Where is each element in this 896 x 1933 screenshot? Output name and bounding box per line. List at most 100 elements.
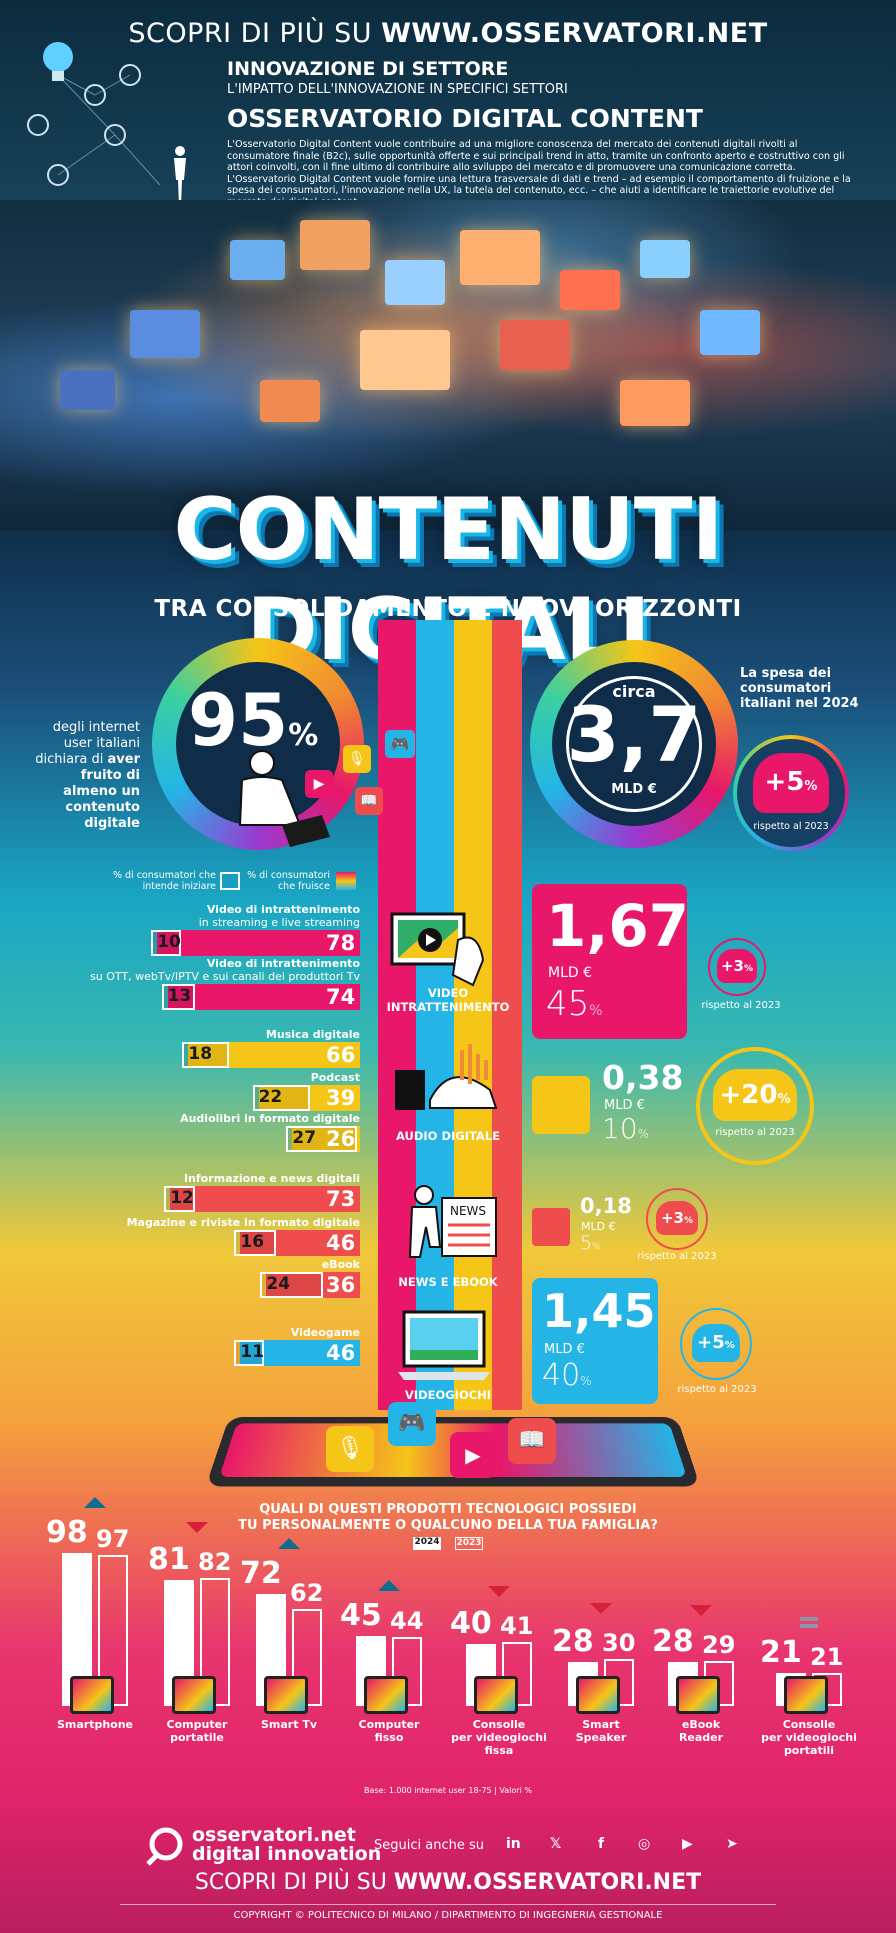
spend-prefix: circa bbox=[612, 682, 656, 701]
usage-bar-label-line: Videogame bbox=[290, 1326, 360, 1339]
trend-down-icon bbox=[690, 1604, 712, 1616]
book-icon: 📖 bbox=[355, 787, 383, 815]
top-banner[interactable]: SCOPRI DI PIÙ SU WWW.OSSERVATORI.NET bbox=[0, 18, 896, 49]
usage-bar-label: Informazione e news digitali bbox=[40, 1172, 360, 1185]
intend-value: 27 bbox=[292, 1128, 317, 1148]
product-label-line: fissa bbox=[484, 1744, 514, 1757]
footer-banner-site[interactable]: WWW.OSSERVATORI.NET bbox=[393, 1870, 702, 1895]
product-label: Smart Tv bbox=[234, 1718, 344, 1731]
product-label-line: eBook bbox=[681, 1718, 721, 1731]
footer-banner-prefix: SCOPRI DI PIÙ SU bbox=[194, 1870, 387, 1895]
banner-prefix: SCOPRI DI PIÙ SU bbox=[128, 18, 372, 49]
panel-audio-swatch bbox=[532, 1076, 590, 1134]
product-value-2023: 44 bbox=[390, 1607, 424, 1636]
usage-bar bbox=[240, 1230, 360, 1256]
trend-equal-icon bbox=[800, 1617, 818, 1629]
usage-bar-label-line: Video di intrattenimento bbox=[206, 903, 360, 916]
growth-video-value: +3 bbox=[720, 957, 744, 975]
product-label-line: Smartphone bbox=[56, 1718, 134, 1731]
spend-growth-unit: % bbox=[804, 779, 818, 794]
panel-video-share: 45 bbox=[546, 984, 590, 1024]
product-label-line: Speaker bbox=[575, 1731, 627, 1744]
intend-value: 16 bbox=[240, 1232, 265, 1252]
mic-icon: 🎙 bbox=[343, 745, 371, 773]
legend-2024: 2024 bbox=[413, 1537, 441, 1550]
growth-audio-label: rispetto al 2023 bbox=[715, 1127, 795, 1138]
usage-bar-label: Video di intrattenimento in streaming e l… bbox=[40, 903, 360, 929]
intend-value: 13 bbox=[167, 986, 192, 1006]
panel-news-share: 5 bbox=[580, 1232, 593, 1254]
usage-bar-row: 16 46 bbox=[0, 1230, 896, 1256]
intend-value: 10 bbox=[157, 932, 181, 952]
intend-value: 11 bbox=[240, 1342, 265, 1362]
intend-bar bbox=[161, 984, 196, 1010]
spend-growth-badge: +5% rispetto al 2023 bbox=[733, 735, 849, 851]
product-value-2024: 98 bbox=[46, 1515, 88, 1551]
intend-bar bbox=[234, 1340, 265, 1366]
growth-badge-news: +3% bbox=[646, 1188, 708, 1250]
panel-audio-spend: 0,38 bbox=[602, 1058, 684, 1097]
product-value-2023: 30 bbox=[602, 1629, 636, 1658]
usage-bar-row: 27 26 bbox=[0, 1126, 896, 1152]
intend-bar bbox=[234, 1230, 276, 1256]
panel-audio-share-unit: % bbox=[637, 1127, 650, 1141]
linkedin-icon[interactable]: in bbox=[506, 1836, 521, 1852]
growth-audio-unit: % bbox=[777, 1092, 791, 1107]
usage-bar bbox=[170, 1186, 360, 1212]
book-icon-large: 📖 bbox=[508, 1418, 556, 1464]
growth-audio-value: +20 bbox=[719, 1080, 778, 1110]
usage-value: 74 bbox=[326, 985, 356, 1009]
usage-bar bbox=[157, 930, 360, 956]
footer-banner[interactable]: SCOPRI DI PIÙ SU WWW.OSSERVATORI.NET bbox=[0, 1870, 896, 1895]
footer-logo-text: osservatori.net digital innovation bbox=[192, 1826, 381, 1864]
product-value-2024: 72 bbox=[240, 1555, 282, 1591]
gamepad-icon: 🎮 bbox=[385, 730, 415, 758]
product-label: Consolle per videogiochi fissa bbox=[444, 1718, 554, 1757]
usage-bar-label-line: Musica digitale bbox=[265, 1028, 360, 1041]
usage-bar-label-line: eBook bbox=[321, 1258, 360, 1271]
usage-bar-label: eBook bbox=[40, 1258, 360, 1271]
products-question-line1: QUALI DI QUESTI PRODOTTI TECNOLOGICI POS… bbox=[259, 1502, 637, 1517]
telegram-icon[interactable]: ➤ bbox=[726, 1836, 738, 1852]
banner-site[interactable]: WWW.OSSERVATORI.NET bbox=[381, 18, 768, 49]
product-device-icon bbox=[364, 1676, 408, 1714]
product-value-2024: 28 bbox=[652, 1624, 694, 1660]
usage-value: 46 bbox=[326, 1231, 356, 1255]
stripe-news bbox=[492, 620, 522, 1410]
facebook-icon[interactable]: f bbox=[598, 1836, 605, 1852]
intend-bar bbox=[151, 930, 182, 956]
audio-illustration bbox=[395, 1044, 498, 1110]
intend-bar bbox=[252, 1085, 310, 1111]
osservatori-logo-icon bbox=[146, 1827, 183, 1866]
usage-bar bbox=[240, 1340, 360, 1366]
product-label-line: Smart Tv bbox=[261, 1718, 317, 1731]
intend-bar bbox=[164, 1186, 196, 1212]
spend-growth-label: rispetto al 2023 bbox=[753, 821, 829, 832]
product-label-line: Consolle bbox=[782, 1718, 836, 1731]
usage-bar-row: 13 74 bbox=[0, 984, 896, 1010]
growth-badge-video: +3% bbox=[708, 938, 766, 996]
x-icon[interactable]: 𝕏 bbox=[550, 1836, 562, 1852]
growth-badge-audio: +20% rispetto al 2023 bbox=[696, 1047, 814, 1165]
product-label-line: Computer bbox=[166, 1718, 228, 1731]
product-device-icon bbox=[784, 1676, 828, 1714]
usage-bar-row: 18 66 bbox=[0, 1042, 896, 1068]
copyright: COPYRIGHT © POLITECNICO DI MILANO / DIPA… bbox=[233, 1910, 663, 1921]
panel-news-swatch bbox=[532, 1208, 570, 1246]
play-icon-large: ▶ bbox=[450, 1432, 496, 1478]
usage-bar-row: 22 39 bbox=[0, 1085, 896, 1111]
product-value-2023: 82 bbox=[198, 1548, 232, 1577]
usage-bar bbox=[292, 1126, 360, 1152]
usage-value: 46 bbox=[326, 1341, 356, 1365]
usage-value: 39 bbox=[326, 1086, 356, 1110]
youtube-icon[interactable]: ▶ bbox=[682, 1836, 693, 1852]
instagram-icon[interactable]: ◎ bbox=[638, 1836, 651, 1852]
product-device-icon bbox=[172, 1676, 216, 1714]
product-label-line: Computer bbox=[358, 1718, 420, 1731]
product-label: Computer fisso bbox=[334, 1718, 444, 1744]
spend-value: 3,7 bbox=[566, 690, 702, 779]
trend-up-icon bbox=[84, 1497, 106, 1509]
usage-bar-row: 10 78 bbox=[0, 930, 896, 956]
usage-bar-label-line: Informazione e news digitali bbox=[183, 1172, 360, 1185]
